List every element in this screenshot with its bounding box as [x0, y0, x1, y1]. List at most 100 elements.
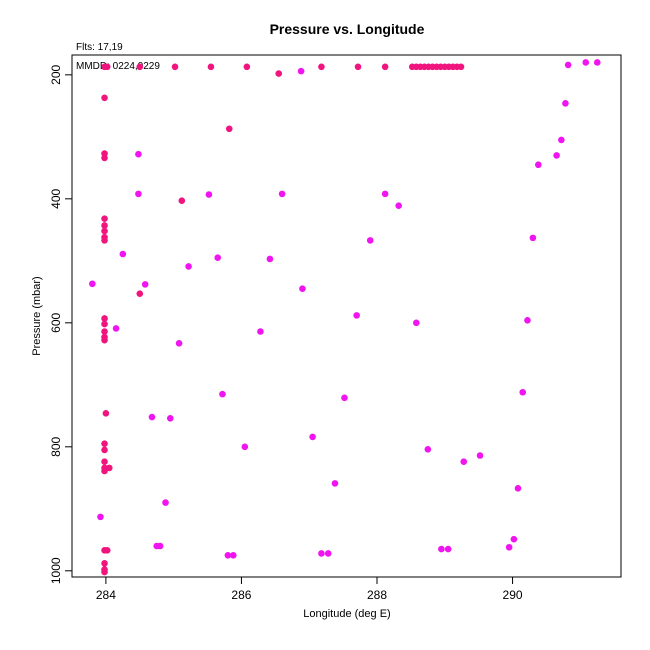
data-point — [219, 390, 226, 398]
data-point — [299, 285, 306, 293]
data-point — [278, 190, 286, 198]
data-point — [101, 440, 108, 448]
data-point — [514, 485, 522, 492]
data-point — [101, 237, 108, 244]
chart-title: Pressure vs. Longitude — [270, 21, 425, 37]
data-point — [171, 63, 179, 71]
data-point — [529, 234, 537, 242]
y-tick-label: 400 — [49, 188, 63, 208]
data-point — [553, 152, 560, 159]
data-point — [564, 61, 572, 69]
data-point — [510, 535, 518, 543]
data-point — [101, 568, 108, 576]
data-point — [505, 543, 513, 551]
data-point — [156, 542, 164, 550]
data-point — [225, 125, 233, 133]
data-point — [101, 222, 108, 229]
data-point — [166, 414, 174, 422]
x-tick-label: 286 — [231, 588, 251, 602]
data-point — [524, 317, 531, 324]
data-point — [101, 560, 108, 567]
data-point — [101, 227, 108, 235]
data-point — [185, 263, 192, 270]
data-point — [318, 550, 325, 557]
y-tick-label: 600 — [49, 312, 63, 332]
data-point — [354, 63, 362, 71]
data-point — [207, 63, 215, 71]
data-point — [101, 94, 108, 102]
x-axis-label: Longitude (deg E) — [303, 608, 390, 620]
data-point — [214, 254, 222, 262]
data-point — [476, 452, 484, 459]
data-point — [230, 552, 237, 559]
data-point — [141, 281, 149, 288]
data-point — [582, 59, 590, 66]
data-point — [341, 394, 348, 402]
data-point — [102, 410, 110, 417]
data-point — [366, 237, 374, 244]
flights-annotation: Flts: 17,19 — [76, 42, 123, 53]
data-point — [266, 255, 274, 263]
data-point — [119, 250, 127, 258]
data-point — [593, 59, 601, 66]
data-point — [241, 443, 249, 451]
y-axis-label: Pressure (mbar) — [31, 276, 43, 355]
data-point — [101, 336, 108, 344]
data-point — [353, 312, 360, 319]
y-tick-label: 800 — [49, 436, 63, 456]
data-point — [444, 545, 452, 553]
data-point — [97, 513, 104, 521]
data-point — [89, 280, 96, 288]
data-point — [460, 458, 468, 465]
data-points — [89, 59, 601, 576]
data-point — [103, 547, 111, 554]
data-point — [309, 433, 316, 441]
x-tick-label: 284 — [96, 588, 116, 602]
data-point — [297, 67, 305, 75]
data-point — [135, 150, 142, 158]
y-tick-label: 1000 — [49, 557, 63, 584]
data-point — [101, 467, 108, 475]
data-point — [105, 464, 113, 472]
data-point — [162, 499, 169, 506]
x-axis: 284 286 288 290 — [96, 576, 523, 602]
data-point — [318, 63, 325, 71]
data-point — [224, 552, 232, 559]
data-point — [438, 545, 445, 553]
data-point — [275, 70, 283, 77]
data-point — [101, 458, 108, 465]
data-point — [135, 190, 142, 198]
data-point — [331, 480, 339, 487]
data-point — [136, 63, 144, 71]
data-point — [519, 388, 527, 396]
y-axis: 200 400 600 800 1000 — [49, 65, 73, 584]
data-point — [101, 328, 108, 335]
data-point — [175, 339, 183, 347]
data-point — [424, 445, 432, 453]
data-point — [535, 161, 542, 169]
x-tick-label: 290 — [503, 588, 523, 602]
data-point — [243, 63, 251, 71]
data-point — [381, 190, 389, 198]
data-point — [413, 319, 420, 327]
data-point — [558, 136, 565, 144]
data-point — [101, 215, 108, 222]
plot-frame — [71, 54, 622, 578]
data-point — [103, 63, 111, 71]
data-point — [178, 197, 186, 204]
data-point — [324, 550, 332, 557]
data-point — [257, 328, 264, 335]
data-point — [101, 446, 108, 454]
dates-annotation: MMDD: 0224,0229 — [76, 61, 160, 72]
data-point — [136, 290, 144, 297]
data-point — [562, 100, 569, 107]
data-point — [381, 63, 389, 71]
data-point — [101, 315, 108, 322]
data-point — [457, 63, 465, 71]
data-point — [101, 154, 108, 162]
data-point — [101, 320, 108, 328]
data-point — [148, 413, 156, 421]
data-point — [205, 191, 213, 198]
data-point — [112, 325, 120, 332]
